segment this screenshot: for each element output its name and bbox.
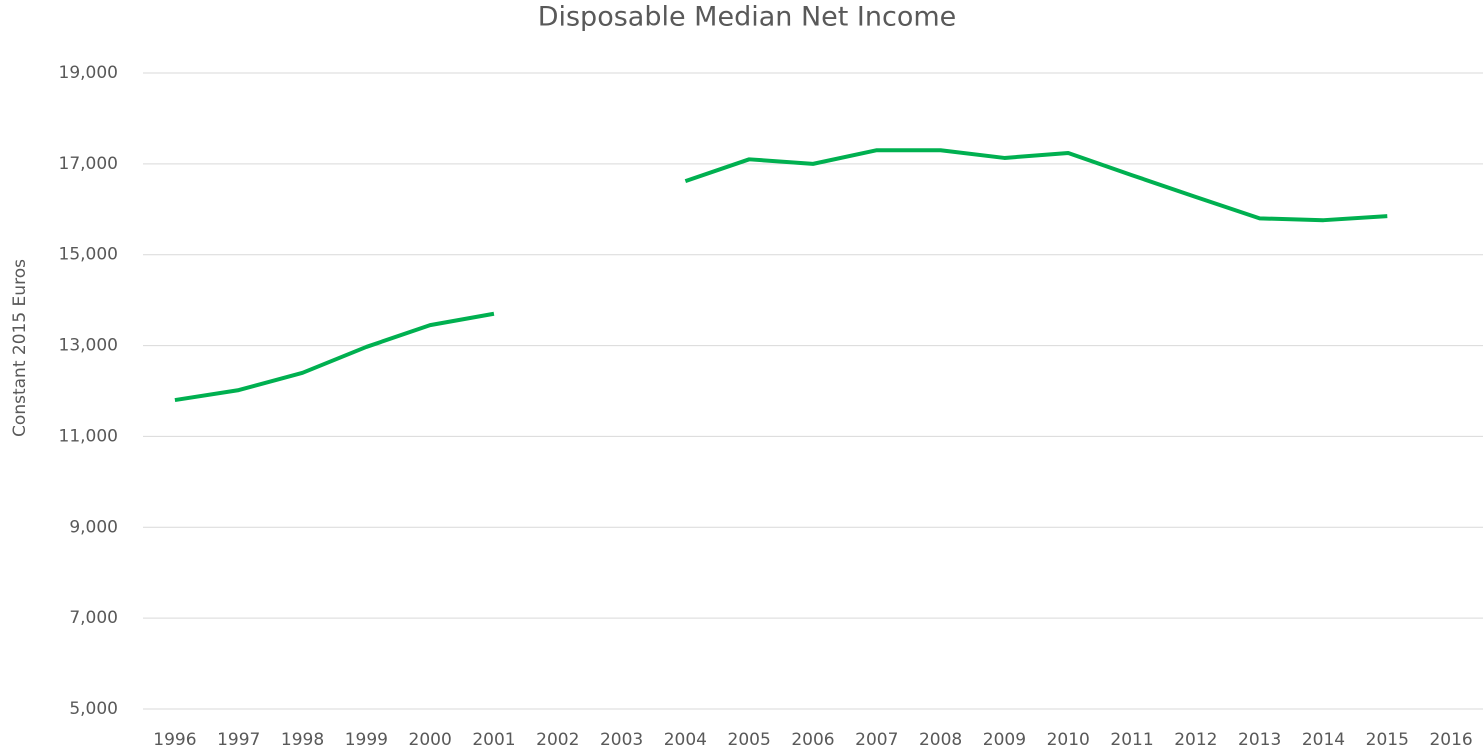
x-tick-label: 2016: [1429, 730, 1472, 750]
x-tick-label: 1997: [217, 730, 260, 750]
data-line: [174, 148, 1388, 403]
x-tick-label: 2002: [536, 730, 579, 750]
x-tick-label: 2005: [728, 730, 771, 750]
x-tick-label: 1996: [153, 730, 196, 750]
x-tick-label: 2012: [1174, 730, 1217, 750]
y-tick-label: 15,000: [59, 245, 118, 265]
x-tick-label: 2006: [791, 730, 834, 750]
x-tick-label: 1999: [345, 730, 388, 750]
x-tick-label: 2004: [664, 730, 707, 750]
x-tick-label: 2000: [409, 730, 452, 750]
y-tick-label: 19,000: [59, 63, 118, 83]
y-tick-label: 17,000: [59, 154, 118, 174]
y-axis-label: Constant 2015 Euros: [10, 259, 30, 437]
x-tick-label: 2010: [1047, 730, 1090, 750]
x-tick-label: 2013: [1238, 730, 1281, 750]
x-tick-label: 2009: [983, 730, 1026, 750]
x-tick-label: 2003: [600, 730, 643, 750]
x-tick-label: 2007: [855, 730, 898, 750]
y-tick-label: 7,000: [69, 608, 118, 628]
y-tick-label: 9,000: [69, 517, 118, 537]
x-tick-label: 1998: [281, 730, 324, 750]
y-tick-label: 5,000: [69, 699, 118, 719]
x-tick-label: 2011: [1110, 730, 1153, 750]
x-tick-label: 2001: [472, 730, 515, 750]
x-tick-label: 2015: [1366, 730, 1409, 750]
x-tick-label: 2014: [1302, 730, 1345, 750]
y-tick-label: 11,000: [59, 426, 118, 446]
y-tick-label: 13,000: [59, 336, 118, 356]
x-tick-label: 2008: [919, 730, 962, 750]
chart-title: Disposable Median Net Income: [538, 2, 957, 33]
